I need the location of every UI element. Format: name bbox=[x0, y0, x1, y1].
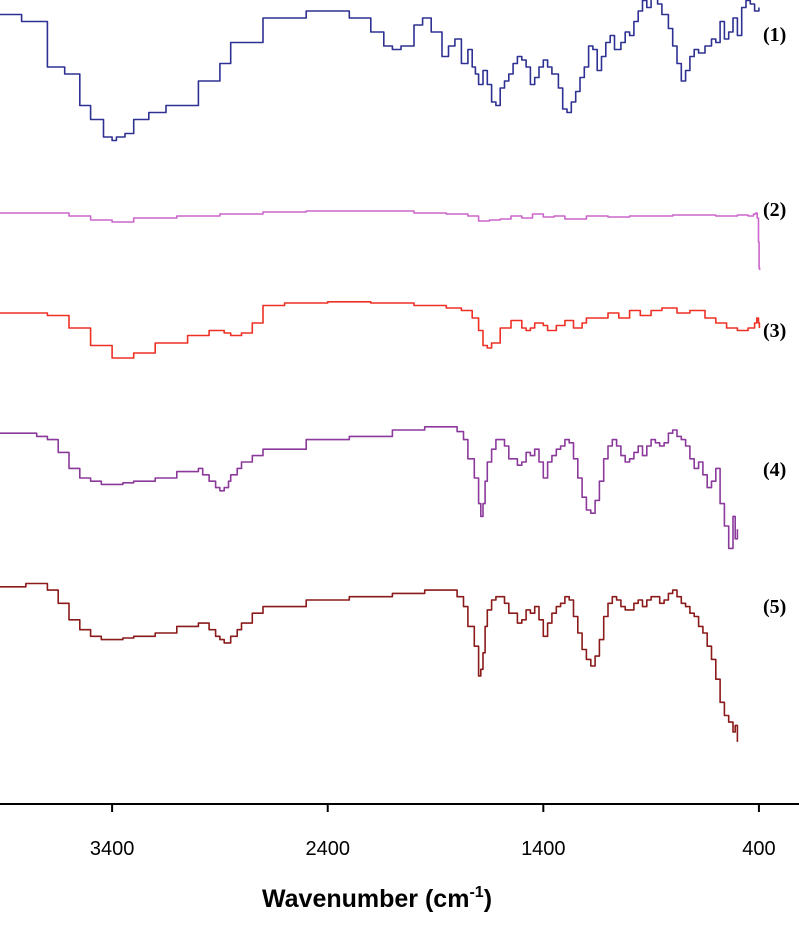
series-label-3: (3) bbox=[763, 320, 786, 342]
series-label-5: (5) bbox=[763, 596, 786, 618]
x-tick-label: 3400 bbox=[90, 838, 135, 860]
x-axis-title-main: Wavenumber (cm bbox=[262, 885, 469, 913]
x-tick-label: 400 bbox=[742, 838, 775, 860]
x-ticks: 3400 2400 1400 400 bbox=[90, 804, 776, 860]
series-line-3 bbox=[0, 301, 761, 359]
series-label-2: (2) bbox=[763, 199, 786, 221]
x-tick-label: 2400 bbox=[305, 838, 350, 860]
series-line-1 bbox=[0, 0, 760, 142]
x-axis-title: Wavenumber (cm-1) bbox=[262, 884, 492, 913]
series-labels: (1) (2) (3) (4) (5) bbox=[763, 24, 786, 618]
x-axis-title-close: ) bbox=[484, 885, 492, 913]
series-line-4 bbox=[0, 426, 739, 550]
series-label-1: (1) bbox=[763, 24, 786, 46]
x-tick-label: 1400 bbox=[521, 838, 566, 860]
x-axis-title-sup: -1 bbox=[469, 884, 483, 901]
series-layer bbox=[0, 0, 761, 742]
series-line-2 bbox=[0, 210, 761, 270]
series-line-5 bbox=[0, 582, 739, 742]
series-label-4: (4) bbox=[763, 459, 786, 481]
